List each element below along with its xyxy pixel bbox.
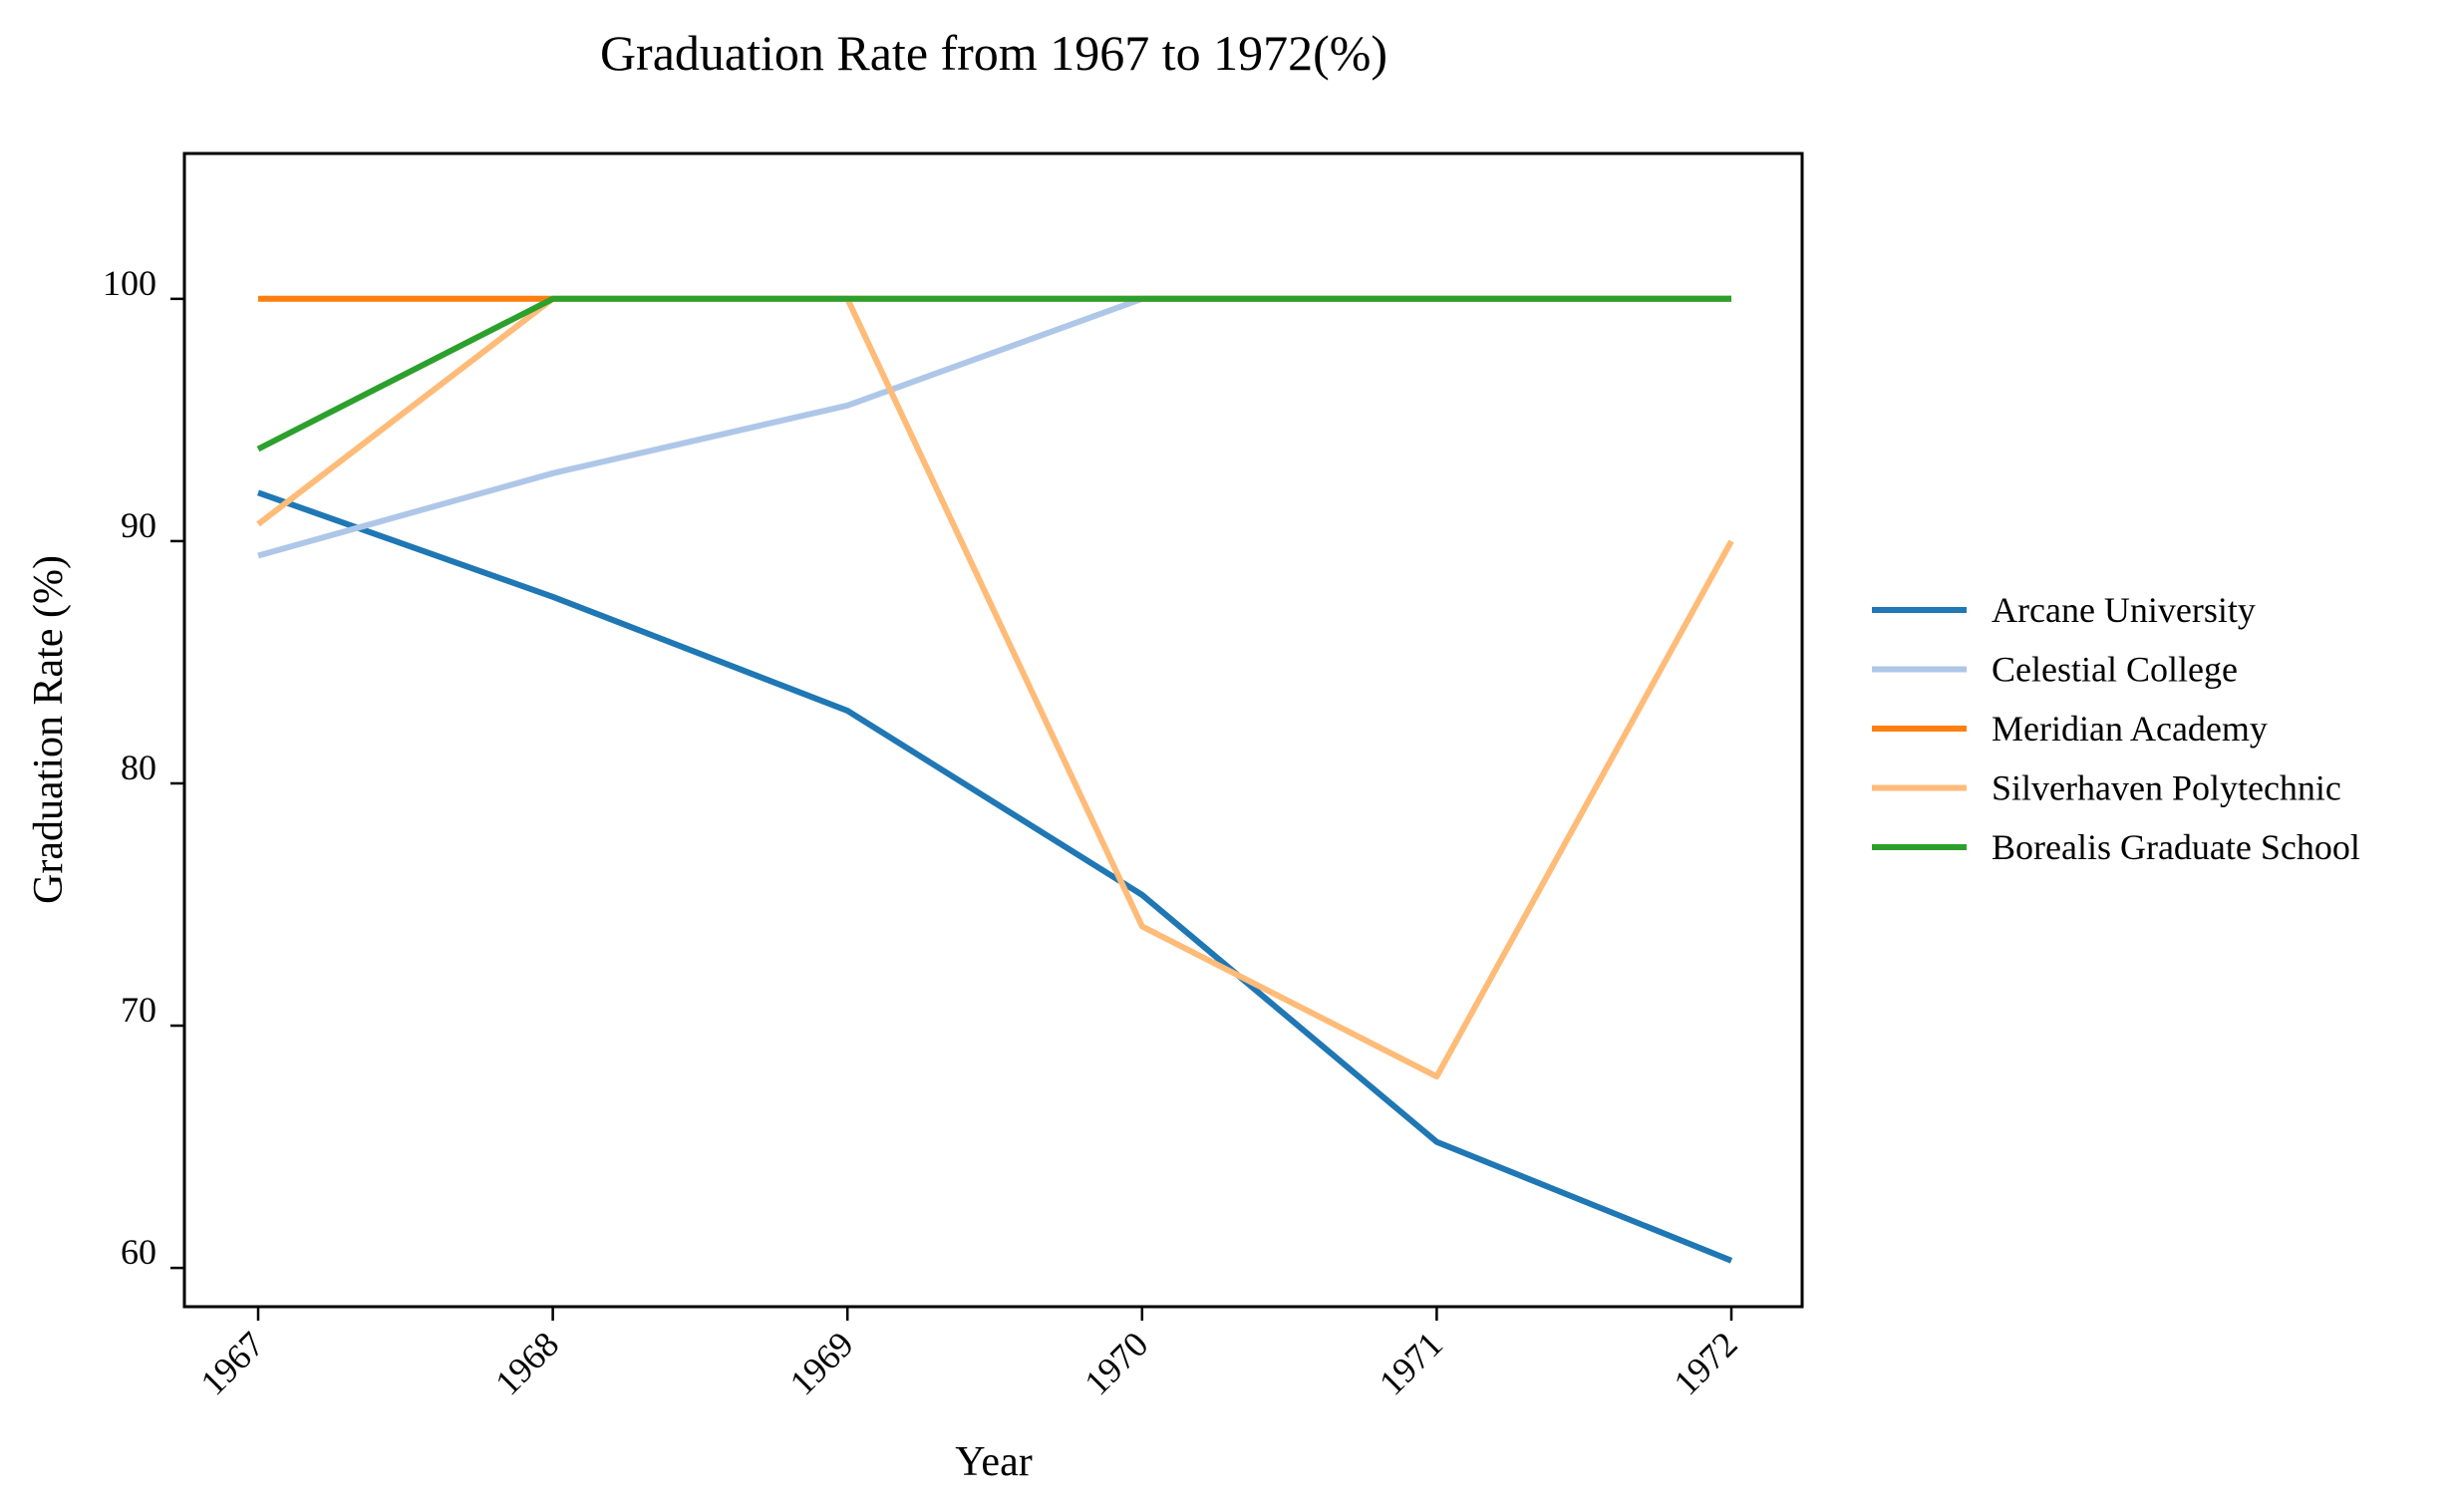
legend-label: Borealis Graduate School xyxy=(1992,827,2360,867)
y-tick-label: 100 xyxy=(103,263,156,303)
legend-label: Silverhaven Polytechnic xyxy=(1992,768,2341,808)
x-axis: 1967 1968 1969 1970 1971 1972 xyxy=(192,1307,1745,1403)
series-line-4 xyxy=(256,295,1734,1080)
x-tick-label: 1970 xyxy=(1076,1324,1155,1402)
series-line-5 xyxy=(256,295,1731,453)
y-axis-label: Graduation Rate (%) xyxy=(26,555,72,904)
series-line-1 xyxy=(257,489,1733,1264)
x-tick-label: 1971 xyxy=(1372,1324,1450,1402)
y-tick-label: 70 xyxy=(121,990,156,1030)
y-tick-label: 60 xyxy=(121,1232,156,1272)
x-tick-label: 1969 xyxy=(782,1324,861,1402)
x-axis-label: Year xyxy=(955,1439,1032,1485)
y-axis: 60 70 80 90 100 xyxy=(103,263,184,1272)
plot-frame xyxy=(182,151,1804,1309)
legend-label: Celestial College xyxy=(1992,650,2238,690)
y-tick-label: 80 xyxy=(121,748,156,787)
x-tick-label: 1967 xyxy=(192,1324,271,1402)
chart-title: Graduation Rate from 1967 to 1972(%) xyxy=(600,25,1387,81)
legend-label: Meridian Academy xyxy=(1992,709,2268,749)
legend-label: Arcane University xyxy=(1992,590,2256,630)
plot-lines xyxy=(256,295,1734,1264)
x-tick-label: 1968 xyxy=(487,1324,566,1402)
legend: Arcane University Celestial College Meridi… xyxy=(1872,590,2360,867)
x-tick-label: 1972 xyxy=(1666,1324,1744,1402)
y-tick-label: 90 xyxy=(121,505,156,545)
